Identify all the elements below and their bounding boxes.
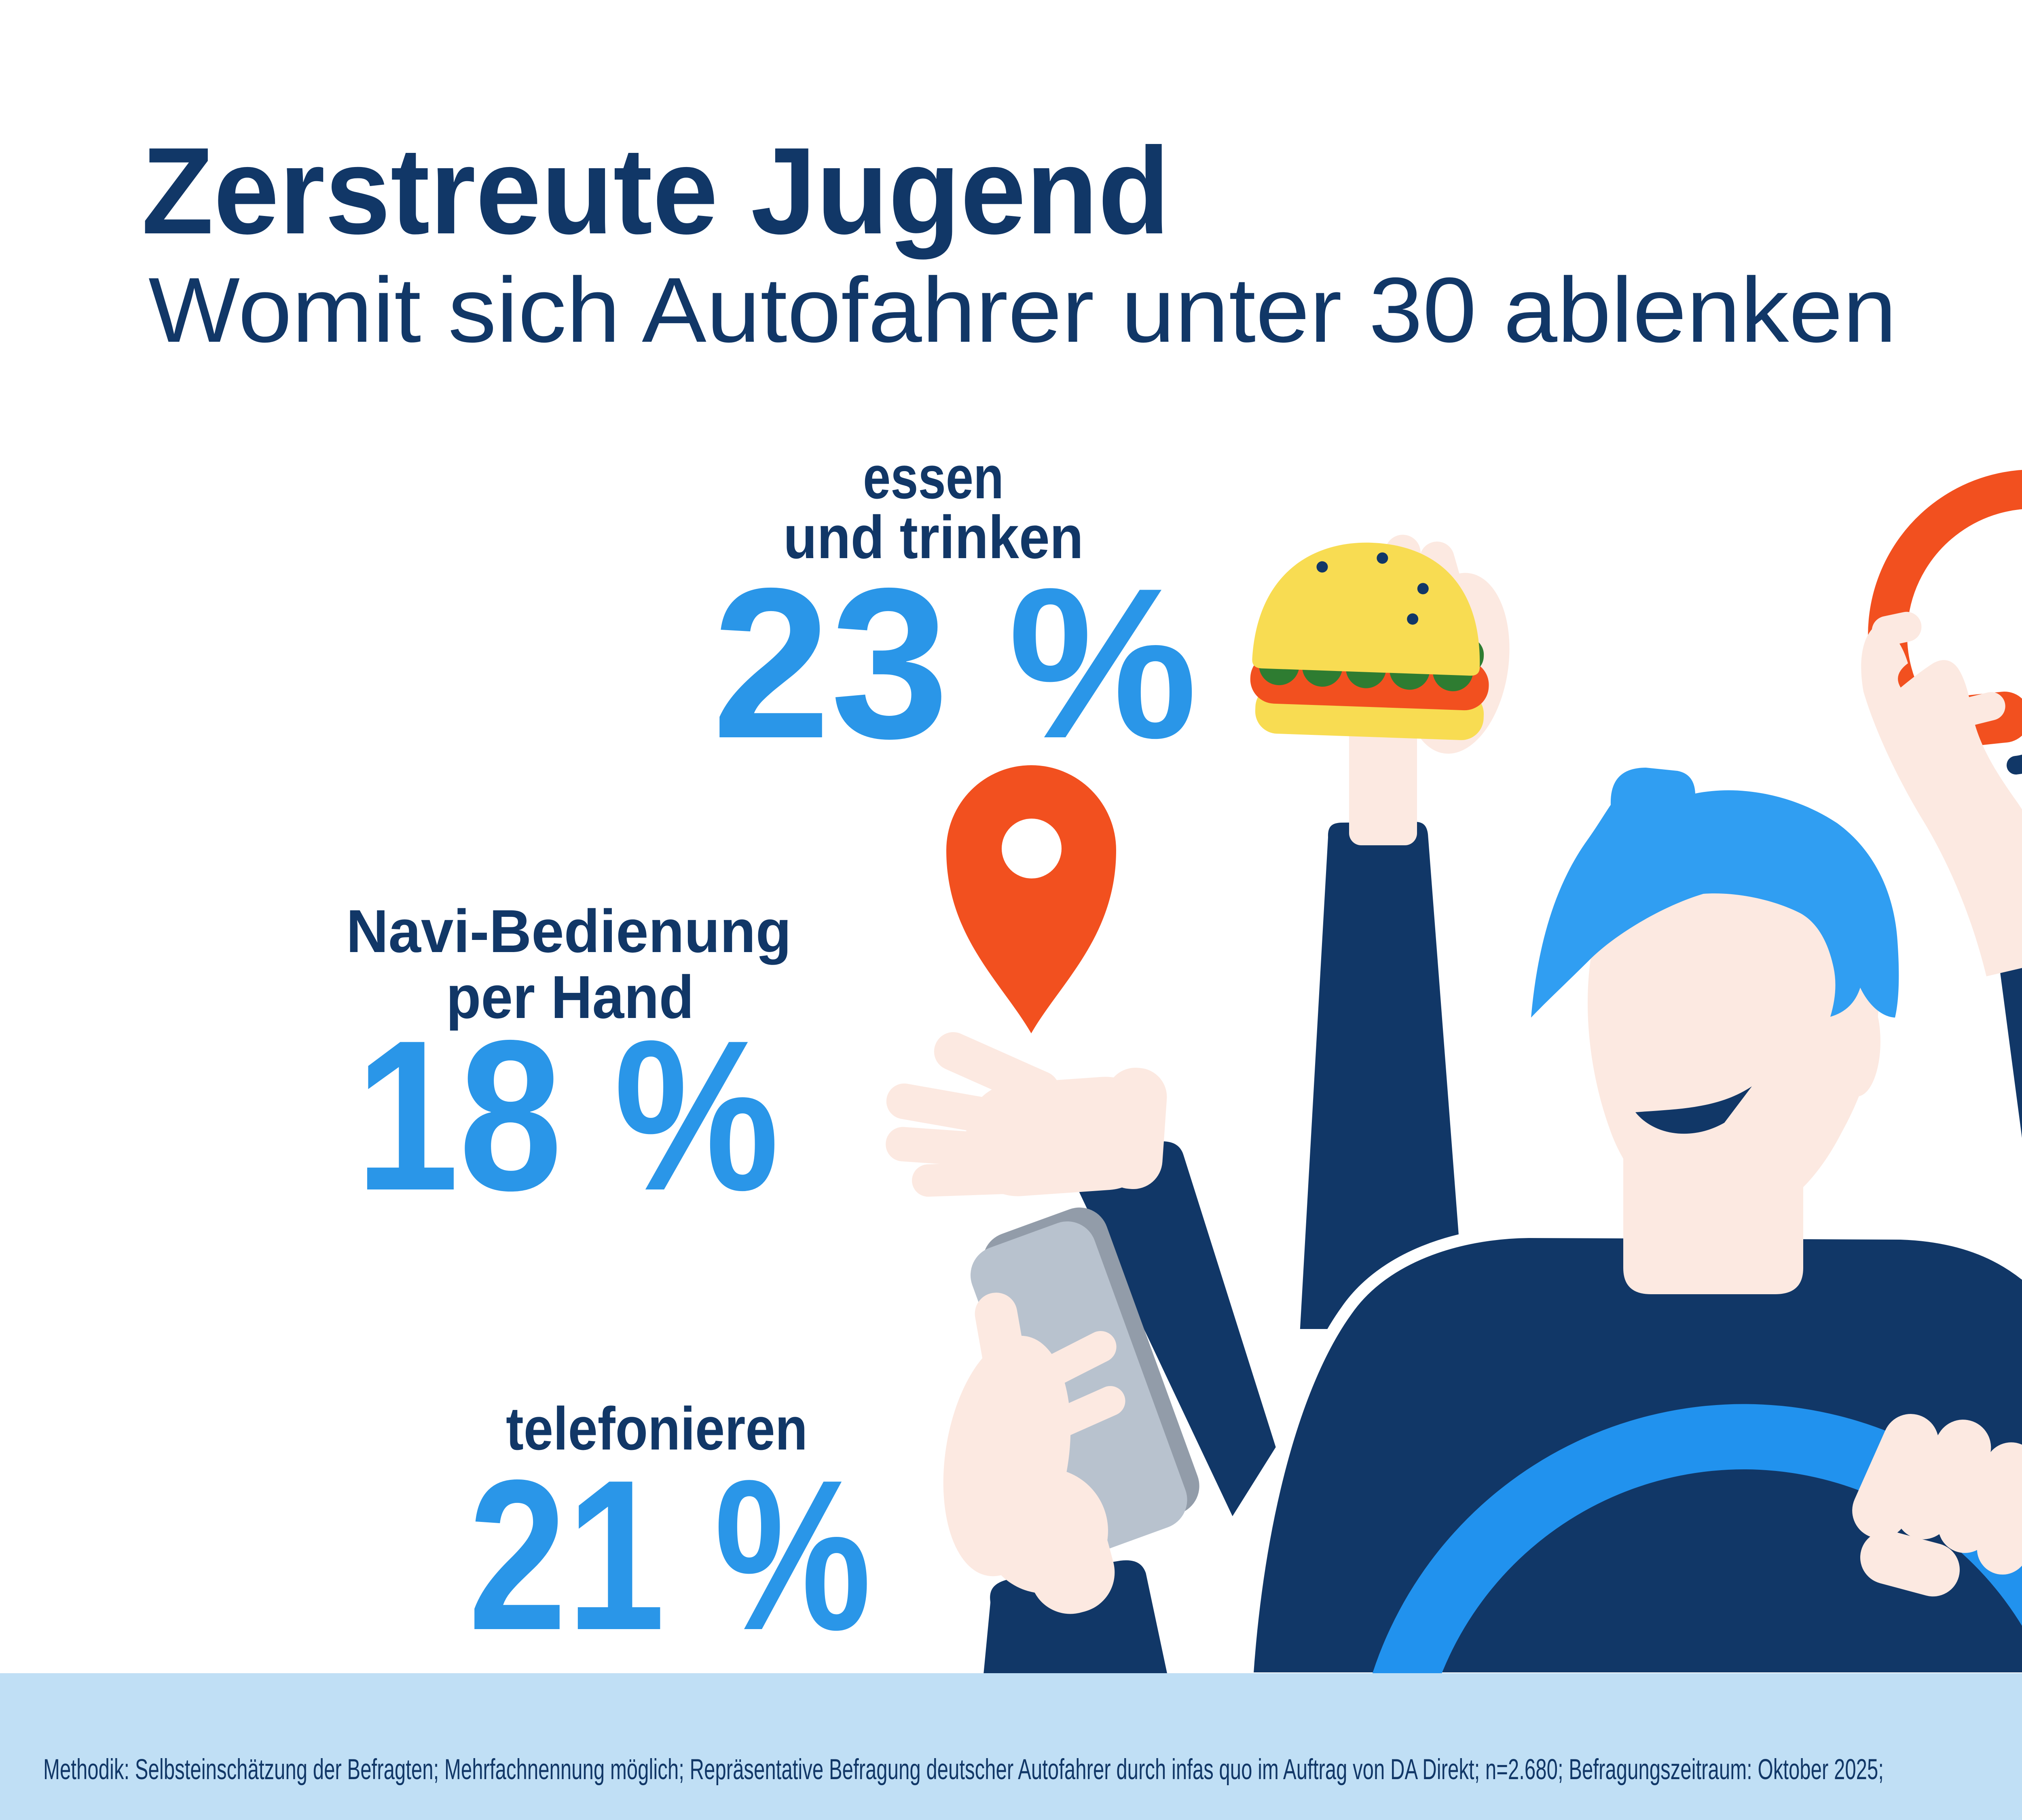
svg-text:21 %: 21 % — [468, 1435, 871, 1675]
svg-text:Womit sich Autofahrer unter 30: Womit sich Autofahrer unter 30 ablenken — [148, 259, 1897, 362]
svg-text:18 %: 18 % — [355, 996, 779, 1235]
svg-text:telefonieren: telefonieren — [506, 1395, 808, 1462]
svg-text:Navi-Bedienung: Navi-Bedienung — [346, 897, 791, 965]
svg-text:23 %: 23 % — [712, 544, 1197, 783]
svg-text:Zerstreute Jugend: Zerstreute Jugend — [142, 122, 1170, 260]
svg-text:essen: essen — [863, 443, 1004, 511]
svg-text:per Hand: per Hand — [446, 963, 694, 1031]
svg-text:und trinken: und trinken — [783, 503, 1083, 571]
svg-text:Methodik: Selbsteinschätzung d: Methodik: Selbsteinschätzung der Befragt… — [43, 1754, 1884, 1786]
